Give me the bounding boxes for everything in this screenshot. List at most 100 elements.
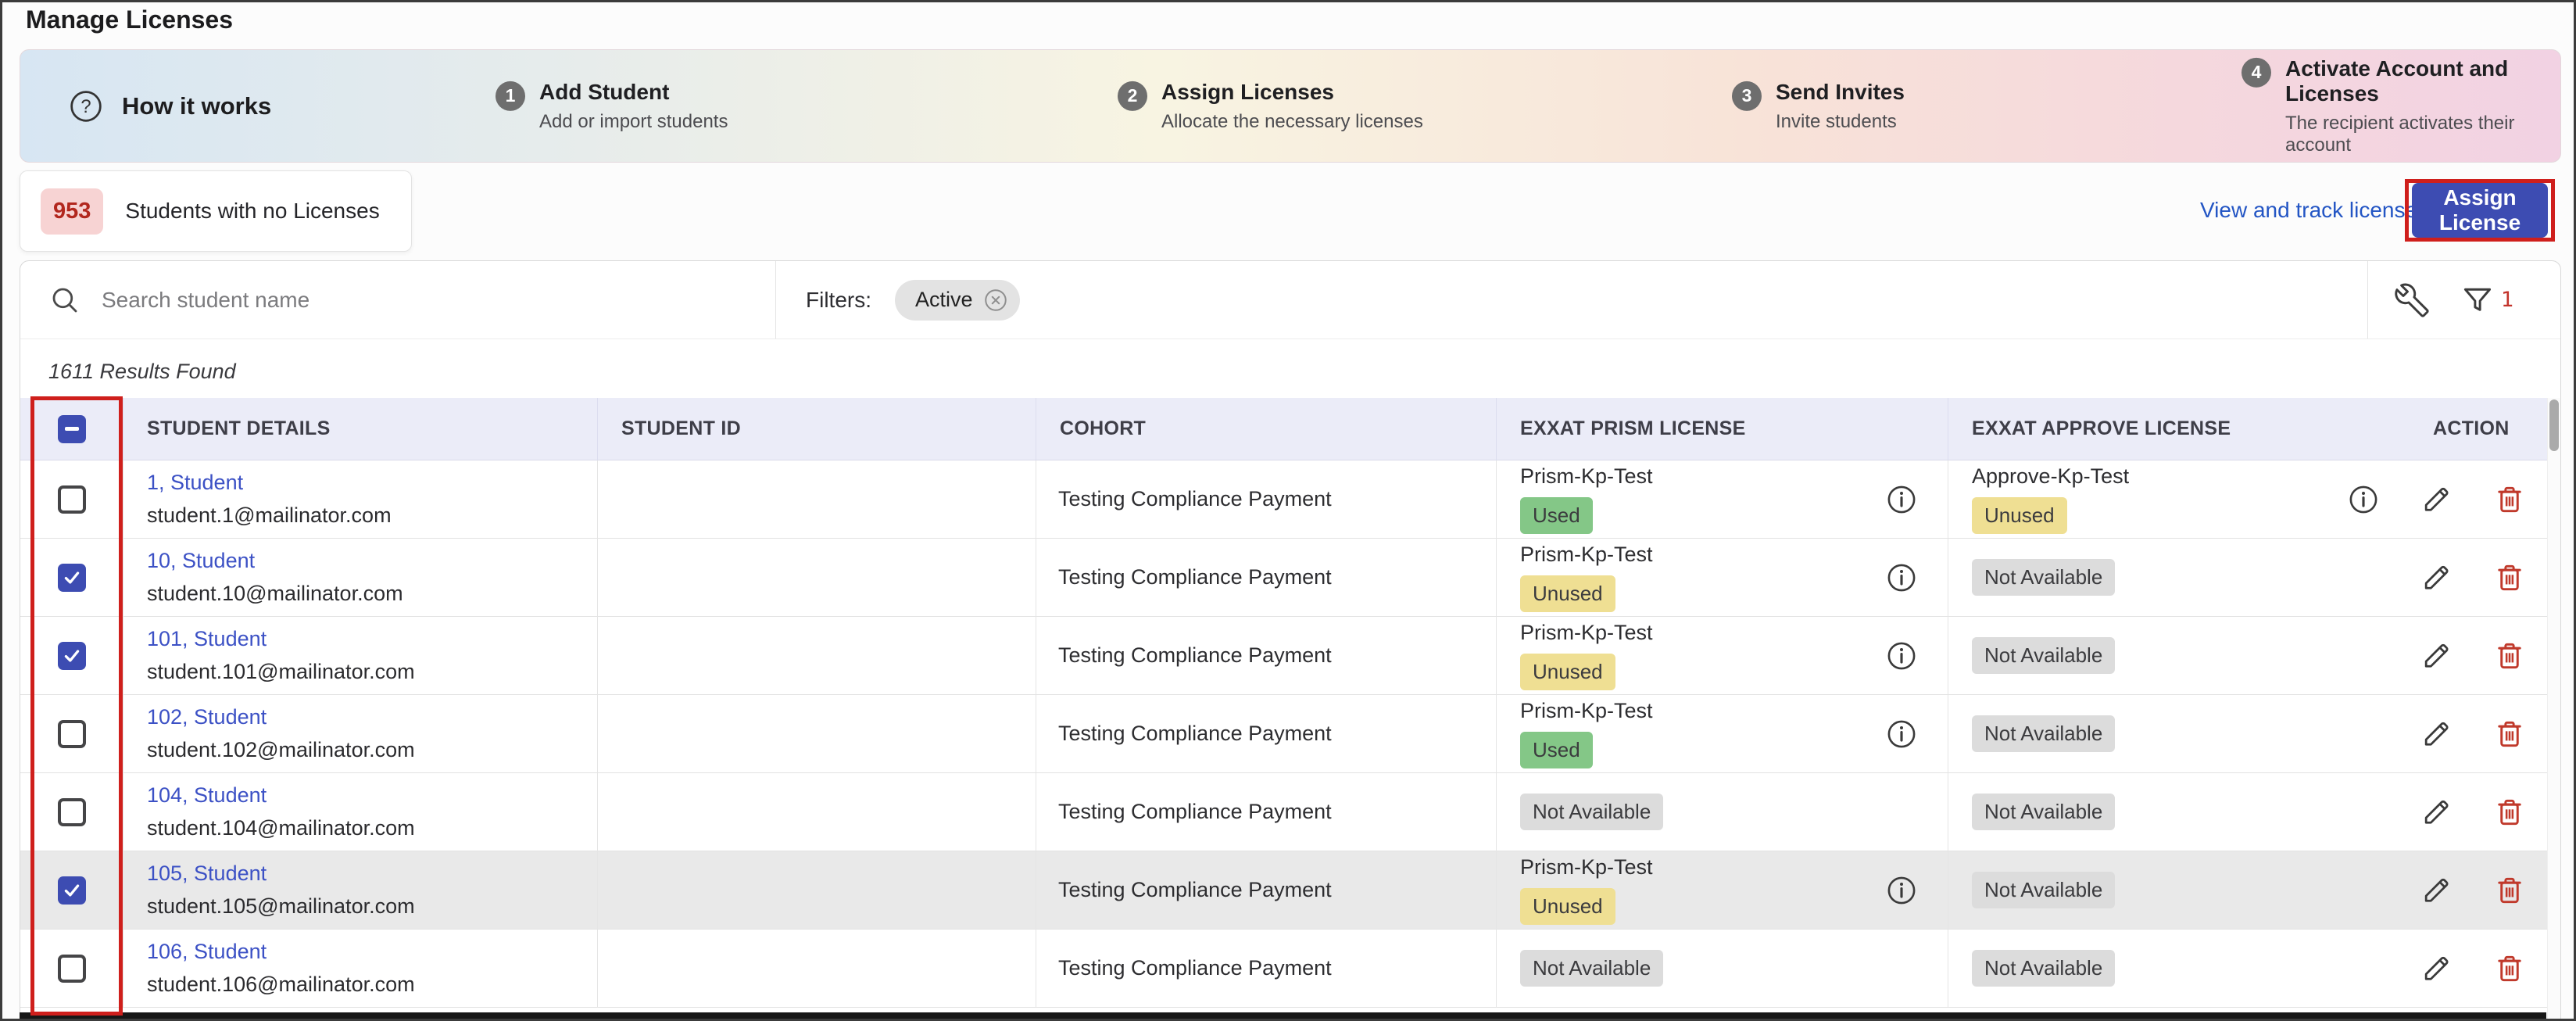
column-header-cohort: COHORT — [1036, 398, 1497, 460]
help-circle-icon: ? — [69, 89, 103, 124]
filter-chip-active[interactable]: Active — [895, 280, 1020, 321]
filter-panel-button[interactable]: 1 — [2460, 283, 2513, 317]
row-select-cell — [20, 851, 123, 930]
cohort-value: Testing Compliance Payment — [1058, 565, 1332, 589]
student-email: student.104@mailinator.com — [147, 816, 415, 840]
header-select-all-cell — [20, 398, 123, 460]
cohort-cell: Testing Compliance Payment — [1036, 695, 1497, 773]
step-title: Add Student — [539, 79, 669, 103]
info-icon[interactable] — [1885, 483, 1918, 516]
student-id-cell — [598, 695, 1036, 773]
student-name-link[interactable]: 102, Student — [147, 705, 267, 729]
step-subtitle: Allocate the necessary licenses — [1161, 111, 1423, 133]
prism-license-cell: Prism-Kp-Test Unused — [1497, 851, 1948, 930]
table-row: 102, Student student.102@mailinator.com … — [20, 695, 2548, 773]
column-header-student-details: STUDENT DETAILS — [123, 398, 598, 460]
delete-student-button[interactable] — [2492, 639, 2527, 673]
student-name-link[interactable]: 1, Student — [147, 471, 243, 495]
edit-student-button[interactable] — [2419, 639, 2453, 673]
pencil-icon — [2419, 951, 2453, 986]
approve-license-cell: Approve-Kp-Test Unused — [1948, 460, 2410, 539]
edit-student-button[interactable] — [2419, 873, 2453, 908]
prism-license-status-badge: Not Available — [1520, 950, 1663, 987]
table-row: 106, Student student.106@mailinator.com … — [20, 930, 2548, 1008]
prism-license-cell: Prism-Kp-Test Unused — [1497, 617, 1948, 695]
cohort-cell: Testing Compliance Payment — [1036, 539, 1497, 617]
select-all-checkbox[interactable] — [58, 415, 86, 443]
row-checkbox[interactable] — [58, 564, 86, 592]
delete-student-button[interactable] — [2492, 561, 2527, 595]
student-details-cell: 102, Student student.102@mailinator.com — [123, 695, 598, 773]
step-subtitle: The recipient activates their account — [2285, 113, 2560, 156]
viewport-cutoff-bar — [20, 1012, 2546, 1021]
student-name-link[interactable]: 10, Student — [147, 549, 255, 573]
row-select-cell — [20, 460, 123, 539]
info-icon[interactable] — [1885, 718, 1918, 751]
approve-license-cell: Not Available — [1948, 851, 2410, 930]
step-activate-account: 4 Activate Account and Licenses The reci… — [2241, 56, 2560, 156]
pencil-icon — [2419, 873, 2453, 908]
student-name-link[interactable]: 104, Student — [147, 783, 267, 808]
vertical-scrollbar[interactable] — [2547, 398, 2560, 1021]
students-table-card: Filters: Active 1 16 — [20, 260, 2561, 1021]
info-icon[interactable] — [1885, 874, 1918, 907]
edit-student-button[interactable] — [2419, 951, 2453, 986]
edit-student-button[interactable] — [2419, 795, 2453, 829]
student-name-link[interactable]: 105, Student — [147, 862, 267, 886]
search-input[interactable] — [100, 287, 775, 313]
approve-license-cell: Not Available — [1948, 695, 2410, 773]
cohort-cell: Testing Compliance Payment — [1036, 851, 1497, 930]
step-title: Activate Account and Licenses — [2285, 56, 2508, 105]
how-it-works-label: How it works — [122, 92, 271, 120]
delete-student-button[interactable] — [2492, 951, 2527, 986]
row-checkbox[interactable] — [58, 485, 86, 514]
approve-license-status-badge: Not Available — [1972, 637, 2115, 674]
row-checkbox[interactable] — [58, 955, 86, 983]
delete-student-button[interactable] — [2492, 873, 2527, 908]
info-icon[interactable] — [2347, 483, 2380, 516]
row-select-cell — [20, 773, 123, 851]
student-email: student.102@mailinator.com — [147, 738, 415, 762]
indeterminate-mark-icon — [65, 427, 79, 431]
edit-student-button[interactable] — [2419, 717, 2453, 751]
filters-label: Filters: — [806, 288, 871, 313]
funnel-icon — [2460, 283, 2495, 317]
student-email: student.10@mailinator.com — [147, 582, 403, 606]
row-checkbox[interactable] — [58, 876, 86, 905]
edit-student-button[interactable] — [2419, 561, 2453, 595]
checkmark-icon — [62, 568, 82, 588]
action-cell — [2410, 773, 2548, 851]
step-2-number-icon: 2 — [1118, 81, 1147, 110]
edit-student-button[interactable] — [2419, 482, 2453, 517]
table-row: 105, Student student.105@mailinator.com … — [20, 851, 2548, 930]
student-name-link[interactable]: 101, Student — [147, 627, 267, 651]
settings-wrench-button[interactable] — [2395, 283, 2429, 317]
student-name-link[interactable]: 106, Student — [147, 940, 267, 964]
action-cell — [2410, 617, 2548, 695]
scrollbar-thumb[interactable] — [2549, 399, 2559, 451]
student-email: student.101@mailinator.com — [147, 660, 415, 684]
approve-license-info: Not Available — [1972, 715, 2115, 752]
remove-filter-icon[interactable] — [982, 287, 1009, 313]
view-and-track-license-link[interactable]: View and track license — [2200, 198, 2417, 223]
approve-license-status-badge: Not Available — [1972, 715, 2115, 752]
row-checkbox[interactable] — [58, 720, 86, 748]
assign-license-button[interactable]: Assign License — [2412, 183, 2548, 238]
student-email: student.106@mailinator.com — [147, 973, 415, 997]
action-cell — [2410, 460, 2548, 539]
trash-icon — [2492, 951, 2527, 986]
info-icon[interactable] — [1885, 639, 1918, 672]
row-checkbox[interactable] — [58, 798, 86, 826]
info-icon[interactable] — [1885, 561, 1918, 594]
row-checkbox[interactable] — [58, 642, 86, 670]
delete-student-button[interactable] — [2492, 482, 2527, 517]
step-3-number-icon: 3 — [1732, 81, 1762, 110]
approve-license-status-badge: Not Available — [1972, 872, 2115, 908]
cohort-value: Testing Compliance Payment — [1058, 878, 1332, 902]
approve-license-info: Approve-Kp-Test Unused — [1972, 464, 2129, 534]
results-count: 1611 Results Found — [20, 339, 2560, 398]
delete-student-button[interactable] — [2492, 717, 2527, 751]
delete-student-button[interactable] — [2492, 795, 2527, 829]
action-cell — [2410, 930, 2548, 1008]
table-body: 1, Student student.1@mailinator.com Test… — [20, 460, 2548, 1008]
